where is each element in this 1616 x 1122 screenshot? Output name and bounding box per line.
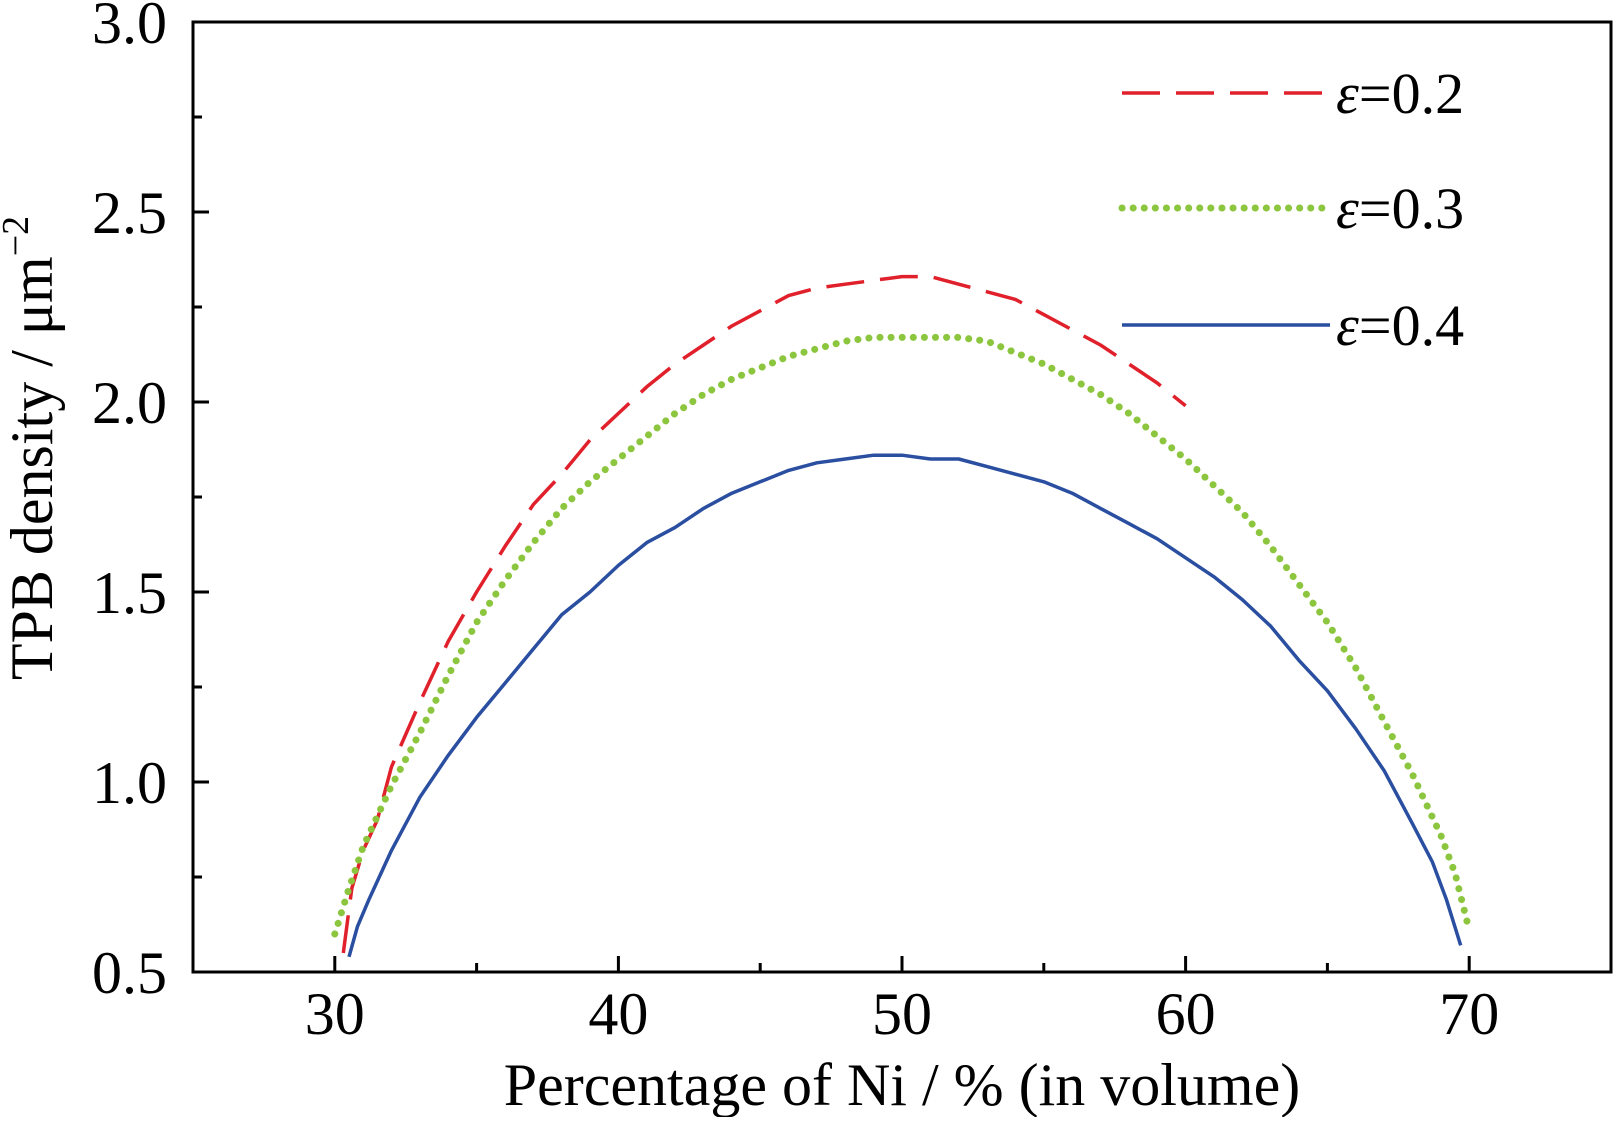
legend: ε=0.2ε=0.3ε=0.4	[1118, 61, 1464, 358]
x-tick-label: 70	[1439, 981, 1499, 1047]
y-tick-label: 1.0	[92, 750, 167, 816]
legend-label-3: ε=0.4	[1336, 293, 1464, 358]
y-tick-label: 0.5	[92, 940, 167, 1006]
legend-value: =0.3	[1359, 176, 1464, 241]
legend-epsilon-symbol: ε	[1336, 176, 1359, 241]
x-tick-label: 50	[872, 981, 932, 1047]
y-tick-label: 2.0	[92, 370, 167, 436]
x-tick-label: 60	[1156, 981, 1216, 1047]
plot-frame	[191, 20, 1613, 974]
legend-epsilon-symbol: ε	[1336, 293, 1359, 358]
y-axis-title: TPB density / μm−2	[0, 216, 65, 680]
y-axis-ticks: 0.5 1.0 1.5 2.0 2.5 3.0	[92, 0, 209, 1006]
y-tick-label: 2.5	[92, 180, 167, 246]
series-line-3	[347, 453, 1463, 958]
legend-value: =0.4	[1359, 293, 1464, 358]
x-tick-label: 40	[588, 981, 648, 1047]
series-line-2	[331, 333, 1473, 938]
legend-epsilon-symbol: ε	[1336, 61, 1359, 126]
legend-value: =0.2	[1359, 61, 1464, 126]
series-line-1	[341, 274, 1187, 954]
legend-label-2: ε=0.3	[1336, 176, 1464, 241]
series-lines	[331, 274, 1473, 958]
y-axis-title-exponent: −2	[0, 216, 37, 256]
x-axis-ticks: 30 40 50 60 70	[305, 956, 1499, 1047]
y-tick-label: 3.0	[92, 0, 167, 56]
y-axis-title-main: TPB density / μm	[0, 256, 65, 680]
x-tick-label: 30	[305, 981, 365, 1047]
x-axis-title: Percentage of Ni / % (in volume)	[504, 1052, 1300, 1117]
y-tick-label: 1.5	[92, 560, 167, 626]
legend-label-1: ε=0.2	[1336, 61, 1464, 126]
